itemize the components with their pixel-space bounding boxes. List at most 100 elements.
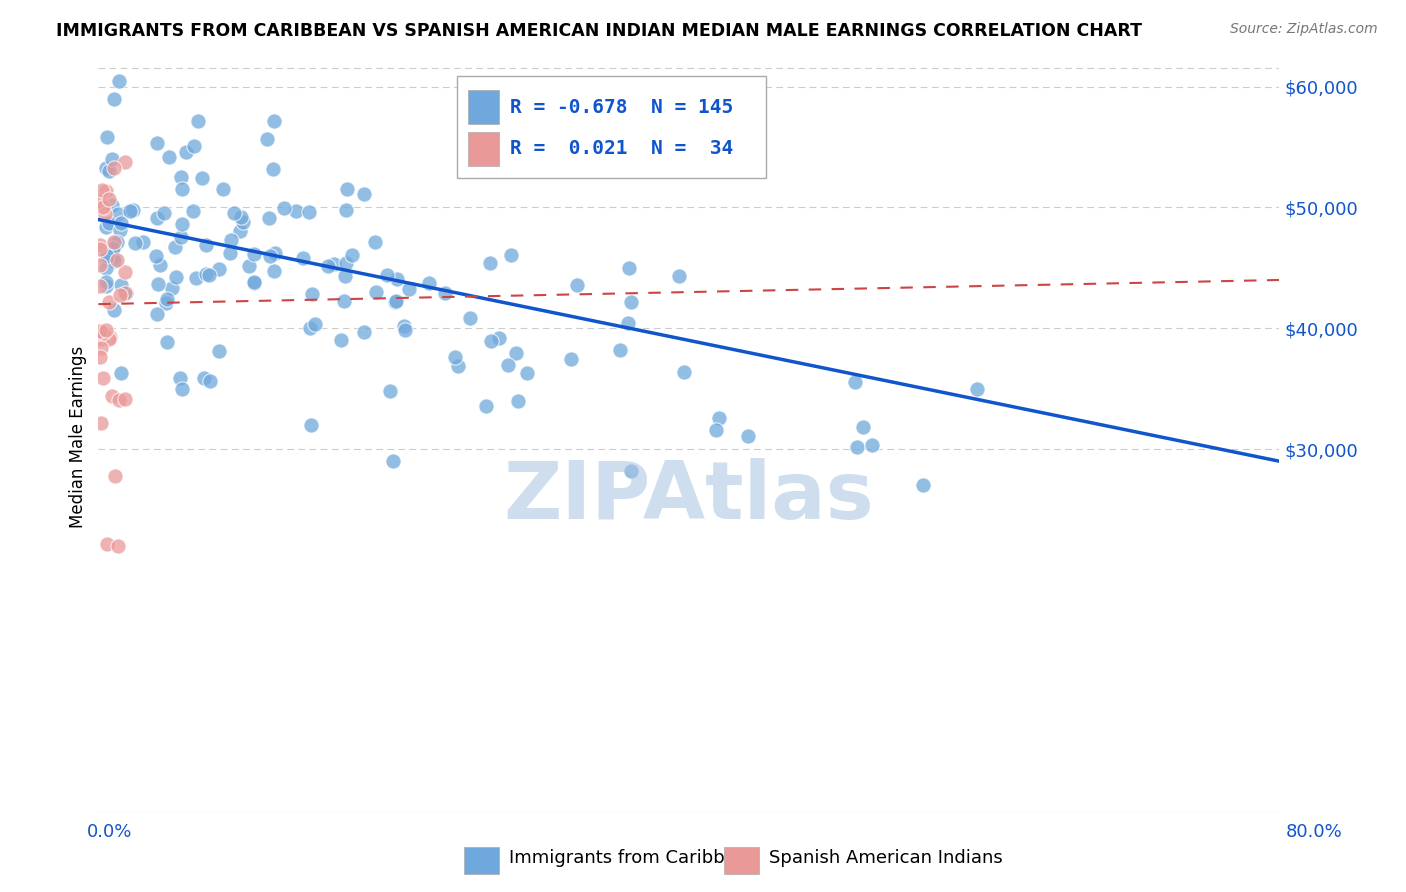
Point — [263, 114, 285, 128]
Point — [103, 303, 125, 318]
Point — [104, 234, 127, 248]
Point — [90, 183, 112, 197]
Point — [238, 260, 260, 274]
Point — [114, 392, 136, 406]
Point — [257, 211, 280, 225]
Point — [149, 258, 172, 272]
Text: Immigrants from Caribbean: Immigrants from Caribbean — [509, 849, 758, 867]
Point — [384, 294, 406, 309]
Point — [103, 250, 125, 264]
Point — [89, 238, 111, 252]
Point — [322, 257, 344, 271]
Text: R =  0.021  N =  34: R = 0.021 N = 34 — [510, 139, 734, 159]
Point — [103, 92, 125, 106]
Point — [91, 332, 114, 346]
Point — [156, 292, 179, 306]
Point — [707, 410, 730, 425]
Point — [91, 326, 114, 341]
Point — [366, 285, 388, 299]
Point — [170, 182, 193, 196]
Point — [479, 334, 502, 349]
Point — [301, 286, 323, 301]
Point — [198, 268, 221, 283]
Point — [298, 321, 321, 335]
Point — [94, 161, 117, 176]
Point — [108, 392, 131, 407]
Point — [97, 216, 120, 230]
Point — [433, 286, 456, 301]
Point — [155, 296, 177, 310]
Point — [100, 198, 122, 212]
Point — [460, 311, 482, 326]
Point — [342, 248, 364, 262]
Point — [316, 259, 339, 273]
Point — [93, 200, 115, 214]
Point — [242, 247, 264, 261]
Point — [146, 307, 169, 321]
Point — [101, 241, 124, 255]
Point — [263, 264, 285, 278]
Point — [273, 202, 295, 216]
Point — [232, 214, 254, 228]
Point — [89, 279, 111, 293]
Point — [221, 233, 243, 247]
Point — [231, 210, 253, 224]
Point — [378, 384, 401, 398]
Point — [91, 370, 114, 384]
Point — [94, 275, 117, 289]
Point — [299, 418, 322, 433]
Point — [488, 331, 510, 345]
Point — [737, 428, 759, 442]
Point — [262, 161, 284, 176]
Point — [110, 277, 132, 292]
Point — [212, 182, 235, 196]
Point — [335, 203, 357, 218]
Point — [153, 206, 176, 220]
Point — [146, 136, 169, 150]
Point — [385, 293, 408, 308]
Point — [846, 440, 869, 454]
Point — [860, 438, 883, 452]
Point — [114, 155, 136, 169]
Point — [242, 276, 264, 290]
Point — [398, 282, 420, 296]
Text: Spanish American Indians: Spanish American Indians — [769, 849, 1002, 867]
Point — [94, 252, 117, 267]
Point — [105, 252, 128, 267]
Point — [163, 239, 186, 253]
Point — [107, 207, 129, 221]
Point — [108, 74, 131, 88]
Point — [353, 325, 375, 339]
Point — [912, 478, 935, 492]
Point — [392, 319, 415, 334]
Point — [89, 324, 111, 338]
Point — [162, 281, 184, 295]
Point — [207, 262, 229, 277]
Point — [183, 139, 205, 153]
Point — [170, 382, 193, 396]
Point — [146, 277, 169, 291]
Point — [443, 350, 465, 364]
Point — [336, 182, 359, 196]
Point — [94, 278, 117, 293]
Point — [333, 294, 356, 309]
Point — [174, 145, 197, 159]
Point — [187, 114, 209, 128]
Point — [852, 419, 875, 434]
Point — [89, 194, 111, 208]
Point — [96, 537, 118, 551]
Point — [96, 185, 118, 199]
Point — [105, 235, 128, 249]
Point — [620, 464, 643, 478]
Point — [110, 367, 132, 381]
Point — [498, 358, 520, 372]
Point — [243, 276, 266, 290]
Point — [90, 341, 112, 355]
Point — [565, 278, 588, 293]
Point — [394, 323, 416, 337]
Point — [103, 254, 125, 268]
Point — [101, 389, 124, 403]
Point — [97, 332, 120, 346]
Point — [90, 416, 112, 430]
Point — [186, 270, 208, 285]
